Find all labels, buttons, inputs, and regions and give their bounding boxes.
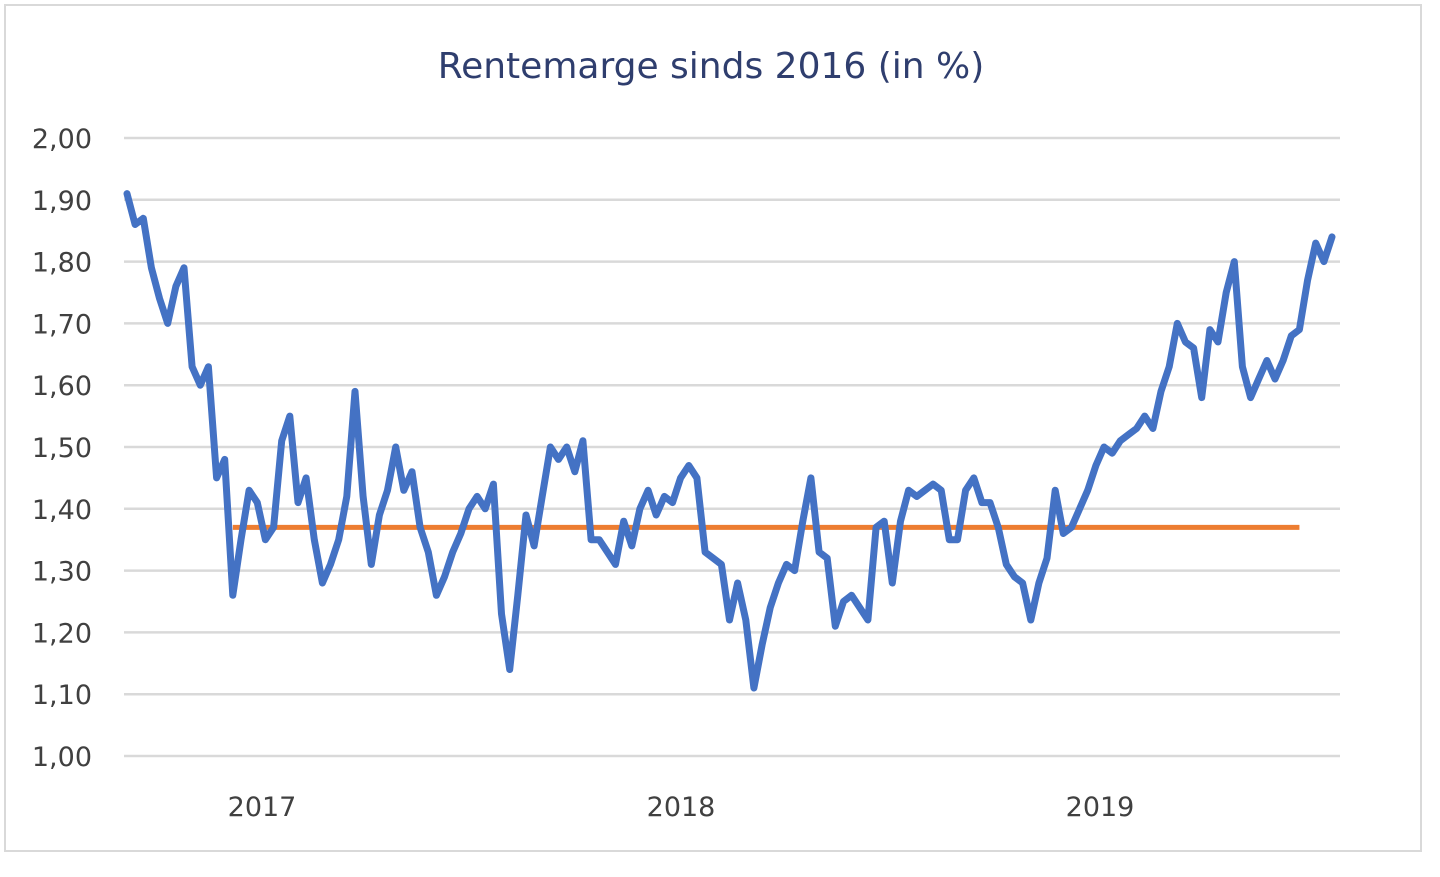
y-tick-label: 1,80 — [32, 248, 92, 279]
y-tick-label: 2,00 — [32, 124, 92, 155]
y-tick-label: 1,40 — [32, 495, 92, 526]
chart-frame: Rentemarge sinds 2016 (in %) 1,00 1,10 1,2… — [4, 4, 1422, 852]
y-tick-label: 1,90 — [32, 186, 92, 217]
y-tick-label: 1,60 — [32, 371, 92, 402]
y-tick-label: 1,70 — [32, 309, 92, 340]
series-line — [123, 190, 1336, 692]
y-axis-ticks: 1,00 1,10 1,20 1,30 1,40 1,50 1,60 1,70 1,80 1,90… — [32, 124, 92, 773]
y-tick-label: 1,30 — [32, 557, 92, 588]
x-axis-ticks: 2017 2018 2019 — [228, 792, 1135, 823]
y-tick-label: 1,00 — [32, 742, 92, 773]
y-tick-label: 1,20 — [32, 618, 92, 649]
y-tick-label: 1,50 — [32, 433, 92, 464]
x-tick-label: 2017 — [228, 792, 297, 823]
gridlines — [124, 136, 1340, 758]
x-tick-label: 2018 — [647, 792, 716, 823]
line-chart: Rentemarge sinds 2016 (in %) 1,00 1,10 1,2… — [32, 46, 1340, 823]
y-tick-label: 1,10 — [32, 680, 92, 711]
series-group — [123, 190, 1336, 692]
chart-title: Rentemarge sinds 2016 (in %) — [438, 46, 985, 87]
x-tick-label: 2019 — [1066, 792, 1135, 823]
